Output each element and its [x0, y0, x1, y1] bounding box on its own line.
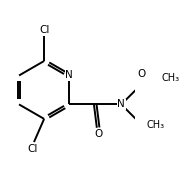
Text: Cl: Cl [27, 144, 38, 154]
Text: CH₃: CH₃ [161, 73, 179, 83]
Text: O: O [95, 129, 103, 139]
Text: O: O [137, 69, 146, 79]
Text: N: N [117, 99, 125, 109]
Text: CH₃: CH₃ [147, 120, 165, 130]
Text: N: N [65, 70, 73, 81]
Text: Cl: Cl [39, 25, 49, 35]
